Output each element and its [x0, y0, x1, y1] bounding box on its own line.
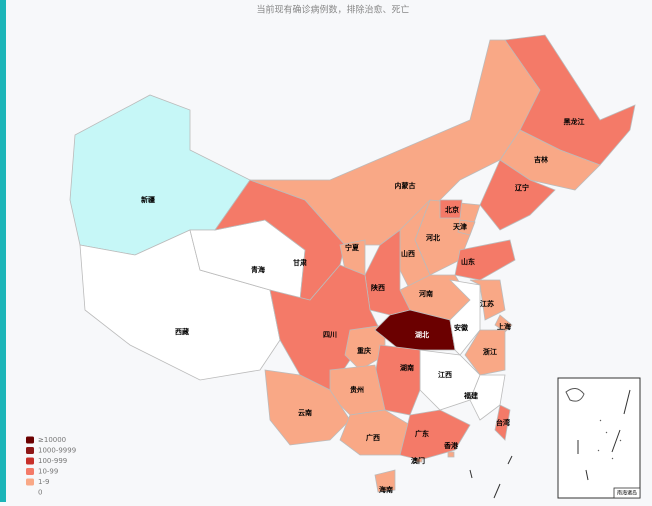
province-label: 云南 — [298, 408, 312, 417]
province-label: 西藏 — [175, 327, 189, 336]
province-label: 黑龙江 — [564, 117, 585, 126]
province-label: 山西 — [401, 249, 415, 258]
province-label: 澳门 — [411, 456, 425, 465]
province — [457, 219, 476, 236]
inset-label-box — [613, 487, 641, 499]
province-label: 湖北 — [415, 330, 429, 339]
legend-swatch — [26, 447, 34, 454]
province-label: 四川 — [323, 331, 337, 339]
map-title: 当前现有确诊病例数，排除治愈、死亡 — [256, 4, 409, 16]
province-label: 江苏 — [480, 299, 494, 308]
province-layer — [69, 34, 636, 493]
province — [439, 199, 463, 219]
province-label: 陕西 — [371, 283, 385, 292]
province-label: 海南 — [379, 485, 393, 494]
legend: ≥10000 1000-9999 100-999 10-99 1-9 0 — [26, 436, 76, 497]
province — [264, 369, 351, 446]
province — [494, 404, 511, 441]
province-label: 安徽 — [454, 323, 469, 332]
inset-frame — [557, 377, 641, 499]
inset-map: 南海诸岛 — [557, 377, 641, 499]
province — [415, 457, 423, 463]
province — [374, 469, 396, 493]
legend-label: 100-999 — [38, 457, 67, 465]
province-label: 河南 — [419, 289, 433, 298]
province-label: 辽宁 — [515, 183, 529, 192]
side-strip — [0, 0, 6, 502]
province-label: 贵州 — [350, 385, 364, 394]
province-label: 北京 — [445, 205, 459, 214]
province-label: 河北 — [426, 233, 440, 242]
province-label: 吉林 — [534, 155, 549, 164]
province — [469, 279, 506, 321]
legend-swatch — [26, 436, 34, 444]
province-label: 香港 — [443, 441, 459, 450]
province — [447, 451, 455, 458]
inset-lines — [577, 389, 631, 481]
province-label: 青海 — [251, 265, 265, 274]
province — [448, 279, 481, 356]
province-label: 宁夏 — [345, 243, 360, 252]
province-label: 内蒙古 — [395, 181, 416, 190]
province-label: 上海 — [497, 322, 511, 331]
legend-label: ≥10000 — [38, 436, 66, 444]
province-label: 山东 — [461, 257, 475, 266]
legend-swatch — [26, 457, 34, 465]
province-label: 天津 — [453, 222, 467, 231]
province — [469, 374, 506, 421]
province-label: 广东 — [415, 429, 429, 438]
province — [464, 329, 506, 376]
province — [504, 34, 636, 166]
province-label: 甘肃 — [293, 258, 307, 267]
legend-label: 1000-9999 — [38, 447, 76, 455]
inset-label: 南海诸岛 — [617, 490, 637, 497]
legend-label: 1-9 — [38, 478, 49, 486]
sea-boundary — [469, 455, 513, 499]
province — [454, 239, 516, 281]
province — [339, 409, 411, 456]
province-label: 福建 — [463, 391, 479, 400]
legend-label: 10-99 — [38, 468, 58, 476]
province-label: 台湾 — [496, 418, 510, 427]
legend-swatch — [26, 478, 34, 486]
inset-islands — [565, 388, 622, 460]
province-label: 重庆 — [357, 346, 371, 355]
province-label: 新疆 — [141, 195, 155, 204]
province-label: 广西 — [366, 433, 380, 442]
province-label: 江西 — [438, 370, 452, 379]
legend-swatch — [26, 468, 34, 475]
province-label: 浙江 — [483, 347, 497, 356]
province — [399, 409, 471, 461]
province-label: 湖南 — [400, 363, 414, 372]
legend-label: 0 — [38, 489, 42, 497]
